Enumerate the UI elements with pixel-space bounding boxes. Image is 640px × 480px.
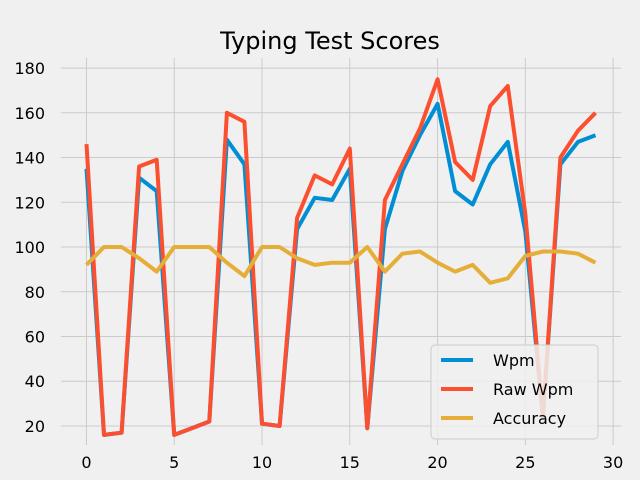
x-tick-label: 20: [427, 453, 447, 472]
series-line-raw-wpm: [84, 77, 597, 437]
legend-box: [430, 344, 599, 440]
x-tick-label: 30: [603, 453, 623, 472]
y-tick-label: 20: [25, 417, 45, 436]
y-tick-label: 140: [14, 149, 45, 168]
legend-label: Accuracy: [493, 409, 566, 428]
y-tick-label: 160: [14, 104, 45, 123]
y-tick-label: 120: [14, 193, 45, 212]
x-tick-labels: 0 5 10 15 20 25 30: [81, 453, 623, 472]
x-tick-label: 10: [252, 453, 272, 472]
legend-label: Raw Wpm: [493, 380, 573, 399]
x-tick-label: 15: [340, 453, 360, 472]
x-tick-label: 0: [81, 453, 91, 472]
y-tick-label: 60: [25, 328, 45, 347]
series-line-accuracy: [85, 245, 597, 285]
chart-title: Typing Test Scores: [219, 27, 440, 55]
x-tick-label: 25: [515, 453, 535, 472]
y-tick-label: 80: [25, 283, 45, 302]
x-tick-label: 5: [169, 453, 179, 472]
y-tick-label: 40: [25, 372, 45, 391]
legend-label: Wpm: [493, 351, 535, 370]
y-tick-label: 100: [14, 238, 45, 257]
y-tick-labels: 20 40 60 80 100 120 140 160 180: [14, 59, 45, 436]
y-tick-label: 180: [14, 59, 45, 78]
series-lines: [84, 77, 597, 437]
legend: Wpm Raw Wpm Accuracy: [430, 344, 599, 440]
